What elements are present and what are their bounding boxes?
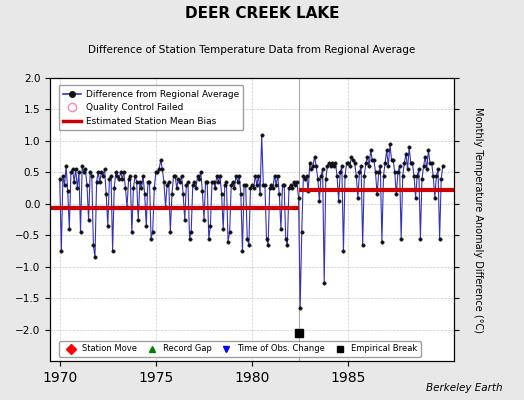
Text: Berkeley Earth: Berkeley Earth <box>427 383 503 393</box>
Title: Difference of Station Temperature Data from Regional Average: Difference of Station Temperature Data f… <box>89 45 416 55</box>
Text: DEER CREEK LAKE: DEER CREEK LAKE <box>185 6 339 21</box>
Y-axis label: Monthly Temperature Anomaly Difference (°C): Monthly Temperature Anomaly Difference (… <box>473 107 483 333</box>
Legend: Station Move, Record Gap, Time of Obs. Change, Empirical Break: Station Move, Record Gap, Time of Obs. C… <box>59 341 421 357</box>
